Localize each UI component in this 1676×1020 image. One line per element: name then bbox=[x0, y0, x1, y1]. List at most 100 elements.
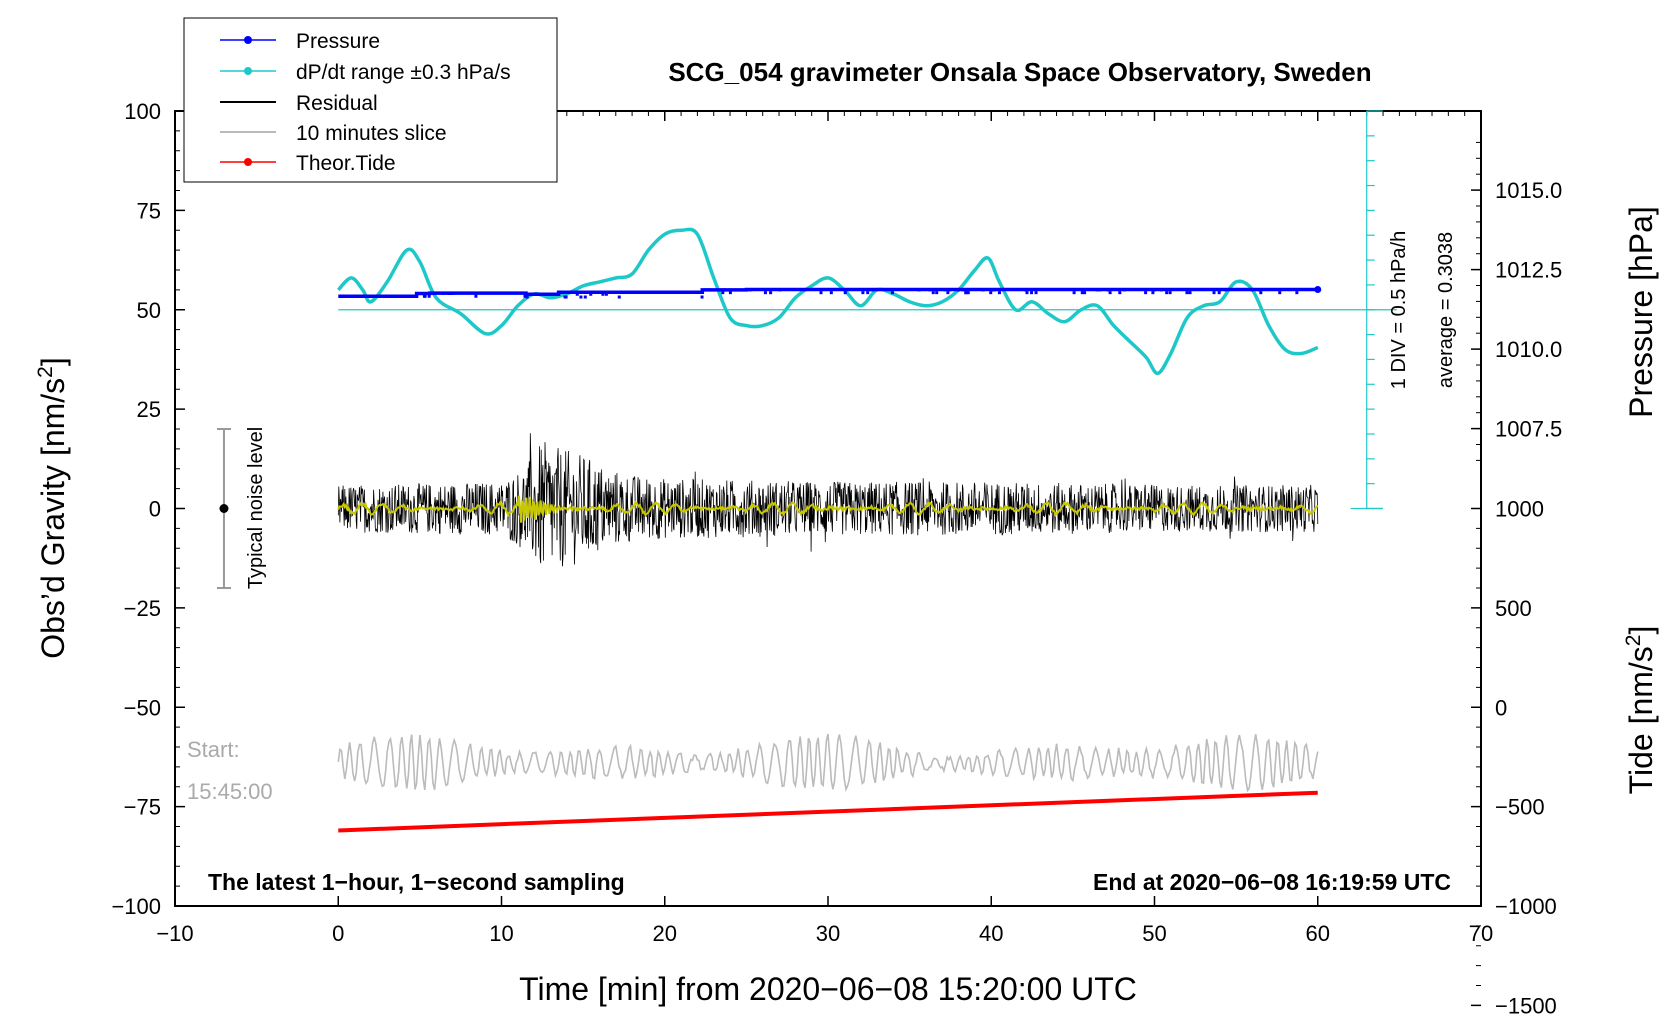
slice-series-line bbox=[337, 733, 1319, 793]
legend-label-dpdt: dP/dt range ±0.3 hPa/s bbox=[296, 61, 511, 84]
pressure-point bbox=[703, 288, 707, 292]
pressure-point bbox=[989, 291, 993, 295]
pressure-point bbox=[946, 291, 950, 295]
noise-level-label: Typical noise level bbox=[245, 427, 267, 589]
axis-ticks: −10 0 10 20 30 40 50 60 701007550250−25−50−75−10… bbox=[111, 99, 1562, 1018]
slice-start-label: Start: bbox=[187, 737, 240, 762]
end-time-note: End at 2020−06−08 16:19:59 UTC bbox=[1093, 869, 1451, 895]
pressure-point bbox=[1151, 291, 1155, 295]
chart-title: SCG_054 gravimeter Onsala Space Observat… bbox=[668, 57, 1371, 87]
pressure-point bbox=[1159, 288, 1163, 292]
legend-label-residual: Residual bbox=[296, 92, 378, 115]
pressure-point bbox=[575, 292, 579, 296]
pressure-point bbox=[961, 288, 965, 292]
pressure-point bbox=[589, 292, 593, 296]
pressure-point bbox=[721, 291, 725, 295]
pressure-point bbox=[423, 294, 427, 298]
y-tick-label: −100 bbox=[111, 894, 161, 919]
pressure-point bbox=[1168, 291, 1172, 295]
pressure-point bbox=[819, 291, 823, 295]
pressure-point bbox=[1259, 291, 1263, 295]
pressure-point bbox=[931, 291, 935, 295]
pressure-point bbox=[525, 295, 529, 299]
pressure-axis-title: Pressure [hPa] bbox=[1623, 206, 1659, 418]
pressure-point bbox=[601, 292, 605, 296]
pressure-point bbox=[1295, 291, 1299, 295]
y-axis-title-left: Obs’d Gravity [nm/s2] bbox=[34, 357, 71, 659]
pressure-point bbox=[1250, 288, 1254, 292]
pressure-point bbox=[450, 291, 454, 295]
y-axis-title-left-text: Obs’d Gravity [nm/s bbox=[35, 378, 71, 659]
legend-label-tide: Theor.Tide bbox=[296, 152, 396, 175]
sampling-note: The latest 1−hour, 1−second sampling bbox=[208, 869, 625, 895]
x-tick-label: 70 bbox=[1469, 921, 1493, 946]
dpdt-series-line bbox=[337, 227, 1319, 376]
x-tick-label: 30 bbox=[816, 921, 840, 946]
pressure-point bbox=[549, 292, 553, 296]
tide-tick-label: −500 bbox=[1495, 795, 1545, 820]
x-tick-label: 10 bbox=[489, 921, 513, 946]
pressure-point bbox=[1118, 291, 1122, 295]
pressure-point bbox=[917, 288, 921, 292]
pressure-point bbox=[935, 291, 939, 295]
noise-level-bar bbox=[216, 428, 231, 589]
pressure-point bbox=[1030, 291, 1034, 295]
pressure-tick-label: 1015.0 bbox=[1495, 178, 1562, 203]
y-tick-label: 0 bbox=[149, 497, 161, 522]
x-tick-label: 40 bbox=[979, 921, 1003, 946]
tide-axis-title-close: ] bbox=[1623, 626, 1659, 635]
pressure-point bbox=[991, 288, 995, 292]
pressure-point bbox=[861, 291, 865, 295]
pressure-point bbox=[943, 288, 947, 292]
pressure-point bbox=[579, 295, 583, 299]
x-tick-label: 50 bbox=[1142, 921, 1166, 946]
pressure-end-point bbox=[1314, 285, 1322, 293]
pressure-point bbox=[1217, 291, 1221, 295]
noise-bar-point bbox=[219, 504, 229, 513]
pressure-point bbox=[1023, 288, 1027, 292]
pressure-point bbox=[1108, 291, 1112, 295]
pressure-point bbox=[617, 295, 621, 299]
pressure-point bbox=[563, 295, 567, 299]
pressure-point bbox=[1224, 288, 1228, 292]
pressure-point bbox=[1165, 291, 1169, 295]
pressure-tick-label: 1007.5 bbox=[1495, 417, 1562, 442]
legend-label-slice: 10 minutes slice bbox=[296, 122, 447, 145]
tide-tick-label: 1000 bbox=[1495, 497, 1544, 522]
pressure-point bbox=[1212, 291, 1216, 295]
legend-entry-residual: Residual bbox=[220, 92, 378, 115]
pressure-point bbox=[583, 295, 587, 299]
pressure-point bbox=[843, 291, 847, 295]
pressure-point bbox=[474, 294, 478, 298]
tide-axis-title: Tide [nm/s2] bbox=[1622, 626, 1659, 795]
legend-entry-pressure: Pressure bbox=[220, 30, 380, 53]
pressure-point bbox=[546, 292, 550, 296]
residual-series-line bbox=[337, 433, 1319, 567]
pressure-point bbox=[1095, 288, 1099, 292]
pressure-point bbox=[869, 288, 873, 292]
legend-entry-slice: 10 minutes slice bbox=[220, 122, 447, 145]
pressure-point bbox=[1278, 291, 1282, 295]
y-tick-label: 75 bbox=[137, 198, 161, 223]
pressure-point bbox=[948, 288, 952, 292]
x-axis-title: Time [min] from 2020−06−08 15:20:00 UTC bbox=[519, 971, 1137, 1007]
pressure-point bbox=[966, 291, 970, 295]
y-tick-label: −25 bbox=[124, 596, 161, 621]
pressure-point bbox=[1257, 288, 1261, 292]
pressure-point bbox=[1080, 291, 1084, 295]
y-tick-label: 50 bbox=[137, 298, 161, 323]
pressure-point bbox=[523, 294, 527, 298]
legend-marker-pressure bbox=[244, 36, 252, 44]
x-tick-label: 60 bbox=[1306, 921, 1330, 946]
x-tick-label: −10 bbox=[156, 921, 193, 946]
legend-entry-tide: Theor.Tide bbox=[220, 152, 396, 175]
pressure-point bbox=[1034, 291, 1038, 295]
pressure-tick-label: 1010.0 bbox=[1495, 337, 1562, 362]
pressure-point bbox=[778, 288, 782, 292]
y-tick-label: −50 bbox=[124, 695, 161, 720]
y-tick-label: −75 bbox=[124, 795, 161, 820]
tide-tick-label: 0 bbox=[1495, 695, 1507, 720]
pressure-series-line bbox=[338, 287, 1318, 298]
pressure-point bbox=[728, 291, 732, 295]
